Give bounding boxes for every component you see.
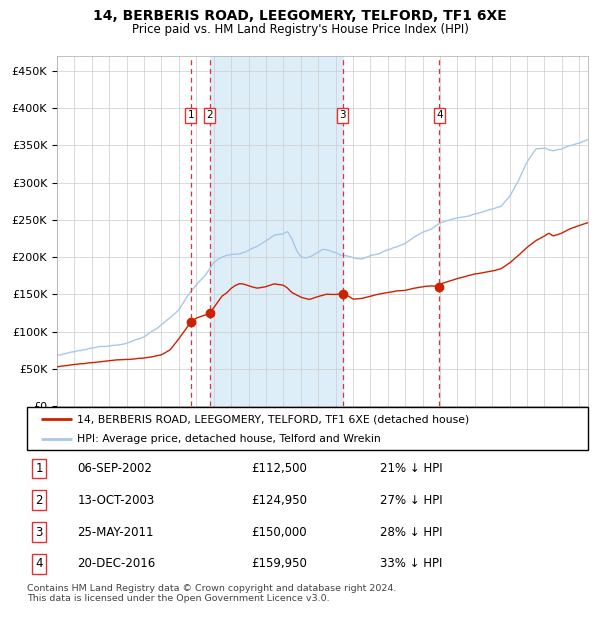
Text: £150,000: £150,000 — [251, 526, 307, 539]
Text: 27% ↓ HPI: 27% ↓ HPI — [380, 494, 443, 507]
Text: 28% ↓ HPI: 28% ↓ HPI — [380, 526, 443, 539]
Text: 3: 3 — [339, 110, 346, 120]
Text: 3: 3 — [35, 526, 43, 539]
Text: 21% ↓ HPI: 21% ↓ HPI — [380, 462, 443, 475]
Text: Price paid vs. HM Land Registry's House Price Index (HPI): Price paid vs. HM Land Registry's House … — [131, 23, 469, 36]
Text: 06-SEP-2002: 06-SEP-2002 — [77, 462, 152, 475]
Text: 14, BERBERIS ROAD, LEEGOMERY, TELFORD, TF1 6XE: 14, BERBERIS ROAD, LEEGOMERY, TELFORD, T… — [93, 9, 507, 24]
Text: 20-DEC-2016: 20-DEC-2016 — [77, 557, 156, 570]
Text: 2: 2 — [206, 110, 213, 120]
Text: 1: 1 — [187, 110, 194, 120]
Text: 4: 4 — [35, 557, 43, 570]
Text: HPI: Average price, detached house, Telford and Wrekin: HPI: Average price, detached house, Telf… — [77, 434, 381, 444]
FancyBboxPatch shape — [27, 407, 588, 450]
Text: 2: 2 — [35, 494, 43, 507]
Text: 14, BERBERIS ROAD, LEEGOMERY, TELFORD, TF1 6XE (detached house): 14, BERBERIS ROAD, LEEGOMERY, TELFORD, T… — [77, 414, 470, 424]
Bar — [210, 56, 343, 406]
Text: £112,500: £112,500 — [251, 462, 307, 475]
Text: 13-OCT-2003: 13-OCT-2003 — [77, 494, 155, 507]
Text: 1: 1 — [35, 462, 43, 475]
Text: £159,950: £159,950 — [251, 557, 307, 570]
Text: 25-MAY-2011: 25-MAY-2011 — [77, 526, 154, 539]
Text: 4: 4 — [436, 110, 443, 120]
Text: 33% ↓ HPI: 33% ↓ HPI — [380, 557, 443, 570]
Text: £124,950: £124,950 — [251, 494, 307, 507]
Text: Contains HM Land Registry data © Crown copyright and database right 2024.
This d: Contains HM Land Registry data © Crown c… — [27, 584, 397, 603]
